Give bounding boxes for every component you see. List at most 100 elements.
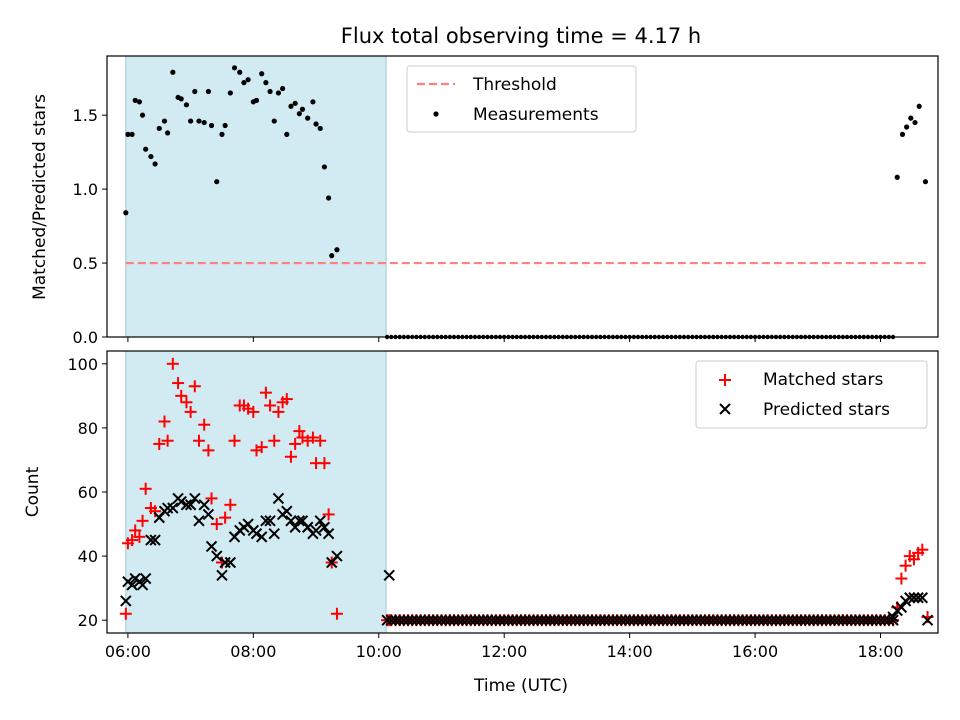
top-x-ticks [127,337,882,342]
predicted-star-marker [703,614,715,626]
observing-window-span-bottom [125,350,387,634]
predicted-star-marker [519,614,531,626]
predicted-star-marker [607,614,619,626]
predicted-star-marker [565,614,577,626]
flux-ratio-panel: 0.0 0.5 1.0 1.5 Matched/Predicted stars Thr… [30,55,939,347]
predicted-star-marker [414,614,427,626]
predicted-star-marker [916,592,929,604]
measurement-point [296,111,302,117]
bottom-x-tick-label: 14:00 [607,642,653,661]
measurement-point [148,153,154,160]
matched-star-marker [268,434,281,447]
predicted-star-marker [853,614,866,626]
predicted-star-marker [699,614,711,626]
predicted-star-marker [389,614,402,626]
top-y-tick-label: 1.5 [73,106,98,125]
measurement-point [219,131,225,137]
bottom-legend-box [695,360,928,429]
measurement-point [170,69,176,75]
matched-star-marker [136,514,149,527]
predicted-star-marker [167,502,179,514]
predicted-star-marker [669,614,682,626]
matched-star-marker [119,607,132,620]
bottom-x-tick-label: 18:00 [857,642,903,661]
predicted-star-marker [502,614,515,626]
predicted-star-marker [640,614,653,626]
predicted-star-marker [498,614,510,626]
predicted-star-marker [435,614,448,626]
measurement-point [305,115,311,121]
predicted-star-marker [219,556,231,569]
measurement-point [139,112,146,118]
predicted-star-marker [841,614,853,626]
bottom-x-ticks: 06:00 08:00 10:00 12:00 14:00 16:00 18:00 [105,633,904,661]
predicted-star-marker [921,614,934,626]
predicted-star-marker [786,614,799,626]
predicted-star-marker [757,614,770,626]
predicted-star-marker [149,534,161,546]
predicted-star-marker [912,592,924,604]
predicted-star-marker [310,524,322,537]
predicted-star-marker [803,614,816,626]
predicted-star-marker [904,592,916,604]
predicted-star-marker [874,614,887,626]
predicted-star-marker [444,614,456,626]
measurement-point [231,65,238,71]
measurement-point [253,97,260,103]
bottom-y-tick-label: 40 [78,547,98,566]
predicted-star-marker [318,521,331,533]
measurement-point [196,118,202,124]
predicted-star-marker [515,614,527,626]
predicted-star-marker [402,614,414,626]
predicted-star-marker [711,614,724,626]
measurement-point [129,131,135,137]
predicted-star-marker [385,614,398,626]
measurement-point [245,77,251,83]
predicted-star-marker [878,614,891,626]
predicted-star-marker [644,614,657,626]
measurement-point [922,179,929,185]
predicted-star-marker [728,614,740,626]
measurement-point [326,195,332,201]
predicted-star-marker [205,540,218,553]
measurement-point [165,130,171,136]
predicted-star-marker [611,614,623,626]
predicted-star-marker [139,572,152,585]
measurement-point [205,88,211,95]
predicted-star-marker [749,614,761,626]
predicted-star-marker [268,527,280,540]
measurement-point [222,122,228,129]
predicted-star-marker [383,569,395,582]
predicted-star-marker [477,614,490,626]
measurement-point [188,118,194,124]
measurement-point [123,210,129,216]
top-axes-frame [106,55,939,338]
predicted-star-marker [628,614,640,626]
measurement-point [904,124,910,130]
measurement-point [267,88,273,95]
predicted-star-marker [193,515,205,527]
matched-star-marker [284,450,297,463]
predicted-star-marker [858,614,870,626]
predicted-star-marker [895,601,908,614]
measurement-point [299,106,306,112]
top-y-axis-label: Matched/Predicted stars [30,94,50,300]
predicted-star-marker [828,614,841,626]
predicted-star-marker [594,614,607,626]
matched-star-marker [149,505,162,518]
matched-star-marker [255,441,268,454]
legend-measurements-label: Measurements [473,105,599,125]
measurement-point [288,103,294,109]
predicted-star-marker [778,614,791,626]
predicted-star-marker [782,614,795,626]
predicted-star-marker [255,531,268,543]
predicted-star-marker [448,614,460,626]
matched-star-marker [228,434,241,447]
measurement-point [317,125,323,132]
legend-matched-swatch [719,374,731,386]
matched-star-marker [916,543,929,556]
predicted-star-marker [431,614,444,626]
matched-star-marker [219,511,232,524]
measurement-point [292,100,298,106]
predicted-star-marker [707,614,719,626]
